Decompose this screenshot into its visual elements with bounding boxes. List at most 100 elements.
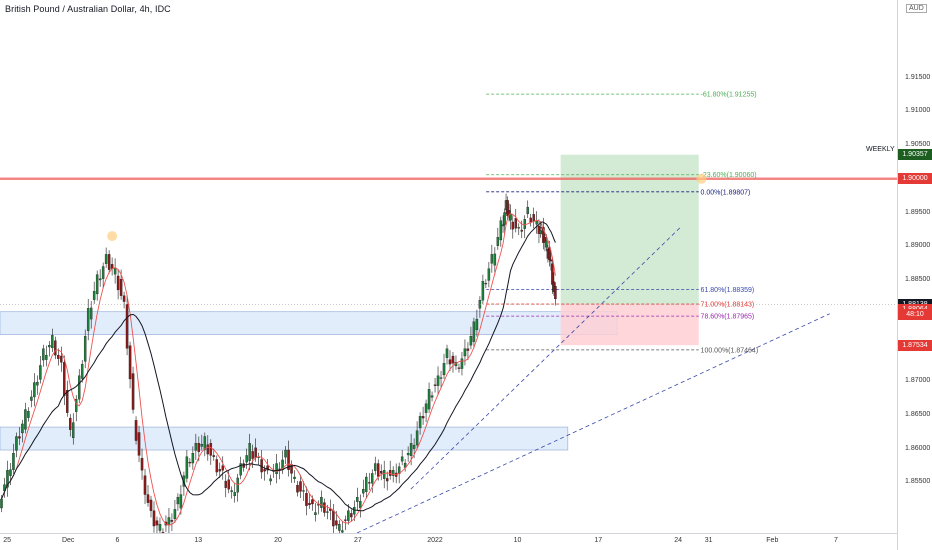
candle-body [460, 358, 464, 369]
candle-body [36, 381, 39, 386]
candle-body [18, 436, 21, 439]
candle-body [317, 504, 320, 506]
time-tick-label: 27 [353, 537, 362, 544]
candle-body [501, 224, 505, 227]
candle-body [42, 348, 45, 361]
candle-body [167, 517, 171, 526]
candle-body [436, 375, 440, 386]
candle-body [131, 373, 135, 410]
candle-body [415, 430, 419, 446]
time-tick-label: 13 [194, 537, 203, 544]
price-tick-label: 1.87000 [905, 377, 931, 385]
price-tick-label: 1.89000 [905, 242, 931, 250]
candle-body [89, 307, 93, 320]
candle-body [125, 304, 129, 349]
candle-body [215, 459, 219, 473]
candle-body [376, 463, 380, 477]
candle-body [116, 275, 120, 291]
candle-body [69, 417, 72, 430]
target-marker [696, 173, 707, 184]
candle-body [424, 403, 428, 413]
candle-body [224, 480, 227, 488]
candle-body [45, 354, 48, 360]
candle-body [496, 237, 500, 246]
candle-body [233, 492, 236, 497]
candle-body [421, 416, 425, 419]
currency-label: AUD [906, 4, 927, 13]
fib-level-label: 71.00%(1.88143) [701, 302, 755, 309]
candle-body [27, 411, 30, 418]
candle-body [278, 468, 281, 470]
candle-body [60, 355, 63, 363]
chart-title: British Pound / Australian Dollar, 4h, I… [5, 4, 171, 14]
candle-body [475, 318, 479, 331]
candle-body [287, 449, 290, 470]
fib-level-label: -61.80%(1.91255) [701, 92, 757, 99]
candle-body [296, 484, 299, 493]
candle-body [218, 469, 222, 472]
time-tick-label: 24 [674, 537, 683, 544]
time-tick-label: 10 [513, 537, 522, 544]
candle-body [373, 463, 377, 471]
candle-body [176, 497, 180, 505]
candle-body [236, 477, 239, 493]
price-tick-label: 1.90500 [905, 141, 931, 149]
time-tick-label: 20 [274, 537, 282, 544]
candle-body [149, 499, 153, 511]
candle-body [51, 335, 54, 349]
candle-body [212, 455, 216, 457]
candle-body [98, 278, 102, 281]
candle-body [554, 286, 557, 300]
candle-body [308, 502, 311, 506]
candle-body [499, 220, 503, 241]
candle-body [245, 455, 248, 463]
weekly-level-label: WEEKLY [866, 146, 895, 153]
candle-body [466, 348, 470, 351]
candle-body [472, 321, 476, 342]
price-axis[interactable] [897, 0, 932, 550]
candle-body [490, 254, 494, 264]
candle-body [254, 447, 257, 458]
fib-level-label: 100.00%(1.87464) [701, 347, 759, 354]
candle-body [221, 465, 225, 471]
candle-body [335, 520, 338, 526]
candle-body [275, 463, 278, 475]
candle-body [95, 274, 99, 295]
time-tick-label: 17 [594, 537, 603, 544]
candle-body [146, 494, 150, 503]
candle-body [197, 443, 201, 452]
candle-body [323, 502, 326, 513]
candle-body [137, 432, 141, 456]
price-tag: 1.87534 [898, 339, 932, 351]
price-chart[interactable]: -61.80%(1.91255) -23.60%(1.90060) 0.00%(1.… [0, 0, 897, 533]
candle-body [537, 225, 541, 234]
candle-body [526, 206, 529, 215]
candle-body [191, 453, 195, 464]
candle-body [194, 443, 198, 451]
candle-body [77, 375, 81, 400]
candle-body [356, 497, 359, 502]
candle-body [506, 200, 509, 216]
time-axis[interactable] [0, 533, 897, 550]
candle-body [503, 212, 506, 225]
candle-body [72, 422, 75, 439]
candle-body [469, 336, 473, 346]
candle-body [152, 510, 156, 527]
candle-body [549, 259, 553, 262]
candle-body [341, 530, 344, 533]
candle-body [248, 443, 251, 461]
time-tick-label: Dec [61, 537, 75, 544]
candle-body [359, 501, 362, 509]
high-marker [107, 231, 118, 242]
candle-body [293, 476, 296, 479]
supply-zone-upper [0, 311, 618, 335]
candle-body [0, 498, 3, 509]
candle-body [529, 217, 532, 223]
candle-body [445, 348, 449, 358]
candle-body [39, 365, 42, 380]
price-tag: 1.90357 [898, 149, 932, 161]
time-tick-label: 6 [115, 537, 120, 544]
candle-body [385, 478, 389, 482]
candle-body [86, 308, 90, 331]
